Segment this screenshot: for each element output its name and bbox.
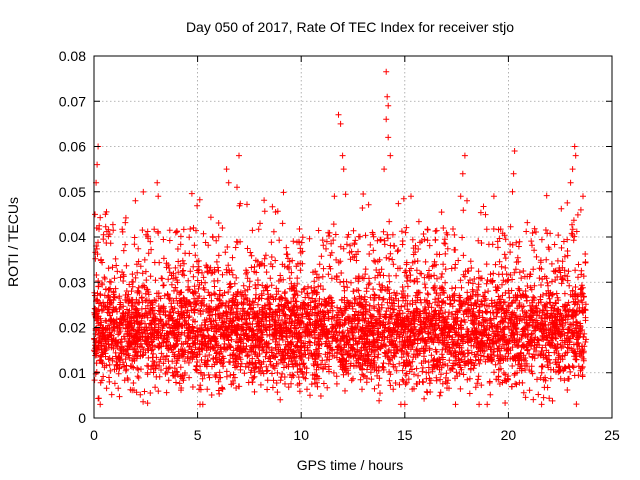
data-point — [461, 152, 468, 159]
data-point — [236, 152, 242, 159]
data-point — [92, 211, 98, 218]
y-tick-label: 0.08 — [59, 48, 86, 64]
data-point — [408, 193, 414, 200]
x-tick-label: 15 — [397, 427, 413, 443]
data-point — [571, 143, 578, 150]
chart-title: Day 050 of 2017, Rate Of TEC Index for r… — [186, 19, 514, 35]
data-point — [509, 188, 516, 195]
y-tick-label: 0.07 — [59, 93, 86, 109]
data-point — [234, 184, 240, 191]
y-tick-label: 0.06 — [59, 139, 86, 155]
data-point — [510, 170, 517, 177]
y-tick-label: 0.05 — [59, 184, 86, 200]
data-point — [94, 161, 101, 168]
data-point — [490, 193, 497, 200]
data-point — [384, 93, 391, 100]
data-point — [335, 111, 342, 118]
data-point — [569, 166, 576, 173]
x-axis-label: GPS time / hours — [297, 457, 404, 473]
data-point — [385, 134, 392, 141]
data-point — [577, 206, 584, 213]
x-tick-label: 0 — [90, 427, 98, 443]
data-point — [401, 401, 408, 408]
y-tick-label: 0.02 — [59, 320, 86, 336]
data-point — [538, 401, 545, 408]
x-tick-label: 10 — [293, 427, 309, 443]
data-point — [154, 179, 161, 186]
data-point — [567, 179, 574, 186]
y-tick-label: 0.01 — [59, 365, 86, 381]
data-point — [223, 166, 230, 173]
data-point — [385, 102, 392, 109]
data-point — [331, 193, 338, 200]
data-point — [97, 401, 104, 408]
scatter-cloud — [91, 199, 589, 408]
data-point — [459, 170, 466, 177]
data-point — [340, 166, 347, 173]
data-point — [155, 193, 162, 200]
data-point — [387, 152, 394, 159]
data-point — [339, 152, 346, 159]
data-point — [381, 166, 388, 173]
data-point — [457, 193, 464, 200]
data-point — [511, 148, 518, 154]
y-axis-label: ROTI / TECUs — [5, 197, 21, 287]
x-tick-label: 20 — [501, 427, 517, 443]
scatter-cloud — [91, 196, 589, 408]
data-point — [279, 220, 286, 227]
data-point — [580, 193, 586, 200]
y-tick-label: 0.04 — [59, 229, 86, 245]
x-tick-label: 25 — [604, 427, 620, 443]
data-point — [572, 152, 579, 159]
data-point — [132, 197, 139, 204]
data-point — [225, 179, 232, 186]
data-point — [190, 224, 197, 231]
data-points — [91, 68, 590, 408]
data-point — [383, 68, 390, 75]
data-point — [383, 116, 390, 123]
x-tick-label: 5 — [194, 427, 202, 443]
y-tick-label: 0 — [78, 410, 86, 426]
y-tick-label: 0.03 — [59, 274, 86, 290]
axes: 0 0.01 0.02 0.03 0.04 0.05 0.06 0.07 0.08 0 5 10 15 2… — [59, 48, 620, 443]
data-point — [337, 120, 344, 127]
